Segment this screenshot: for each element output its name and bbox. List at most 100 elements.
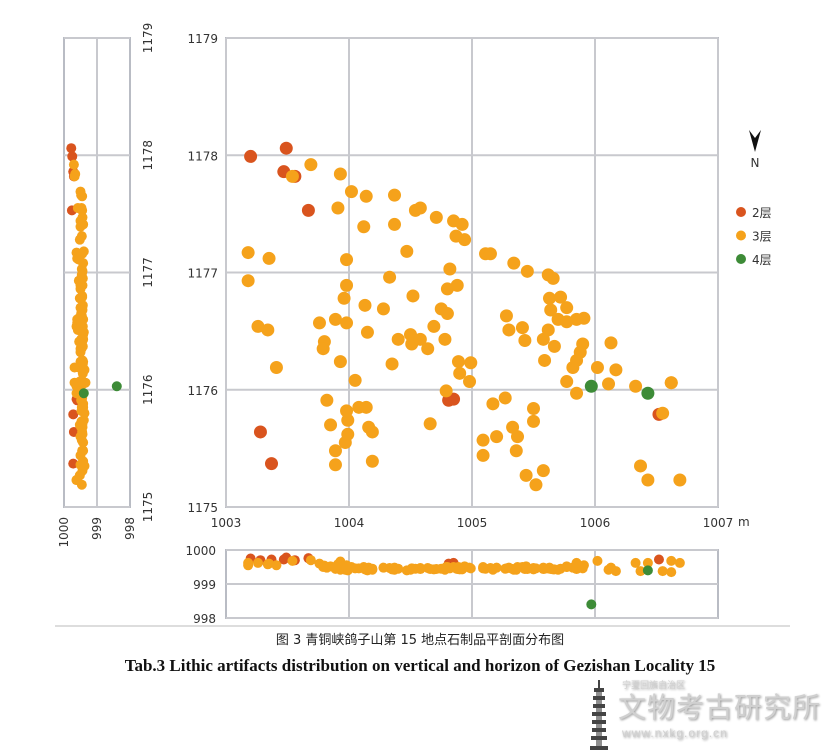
- data-point-front: [350, 563, 361, 574]
- z-tick-label: 998: [193, 612, 216, 626]
- data-point-plan: [358, 298, 372, 312]
- data-point-plan: [519, 468, 533, 482]
- data-point-plan: [498, 391, 512, 405]
- data-point-plan: [463, 375, 477, 389]
- data-point-plan: [634, 459, 648, 473]
- data-point-front: [271, 560, 282, 571]
- data-point-plan: [544, 303, 558, 317]
- data-point-plan: [518, 334, 532, 348]
- y-tick-label: 1176: [187, 384, 218, 398]
- data-point-front: [415, 564, 426, 575]
- data-point-front: [511, 564, 522, 575]
- data-point-plan: [348, 373, 362, 387]
- data-point-plan: [365, 425, 379, 439]
- data-point-front: [341, 562, 352, 573]
- data-point-front: [666, 567, 677, 578]
- data-point-front: [610, 566, 621, 577]
- x-tick-label: 1007: [703, 516, 734, 530]
- watermark-url: www.nxkg.org.cn: [622, 726, 728, 740]
- data-point-front: [243, 560, 254, 571]
- y-tick-label: 1177: [187, 267, 218, 281]
- data-point-plan: [570, 312, 584, 326]
- data-point-front: [635, 566, 646, 577]
- data-point-plan: [536, 332, 550, 346]
- data-point-plan: [515, 321, 529, 335]
- data-point-plan: [279, 141, 293, 155]
- data-point-front: [586, 599, 597, 610]
- data-point-plan: [383, 270, 397, 284]
- data-point-front: [378, 562, 389, 573]
- data-point-side: [77, 273, 88, 284]
- data-point-plan: [244, 149, 258, 163]
- data-point-front: [592, 555, 603, 566]
- x-tick-label: 1004: [334, 516, 365, 530]
- y-tick-label: 1178: [187, 149, 218, 163]
- data-point-plan: [265, 457, 279, 471]
- data-point-front: [464, 562, 475, 573]
- data-point-plan: [388, 188, 402, 202]
- data-point-plan: [301, 203, 315, 217]
- data-point-front: [425, 564, 436, 575]
- data-point-front: [549, 564, 560, 575]
- data-point-plan: [340, 404, 354, 418]
- data-point-side: [77, 445, 88, 456]
- data-point-plan: [511, 430, 525, 444]
- legend-marker: [736, 254, 746, 264]
- pagoda-watermark-icon: [590, 680, 608, 750]
- data-point-plan: [566, 360, 580, 374]
- data-point-plan: [629, 379, 643, 393]
- legend-label: 3层: [752, 230, 772, 244]
- data-point-front: [252, 557, 263, 568]
- legend-label: 2层: [752, 206, 772, 220]
- north-arrow-icon: [749, 130, 761, 152]
- legend-label: 4层: [752, 253, 772, 267]
- legend-marker: [736, 230, 746, 241]
- data-point-front: [387, 564, 398, 575]
- data-point-side: [68, 409, 79, 420]
- plan-view-plot: 1003 1004 1005 1006 1007 m 1175 1176 1177 1178 117…: [187, 32, 749, 530]
- data-point-side: [79, 408, 90, 419]
- data-point-plan: [333, 167, 347, 181]
- data-point-plan: [476, 448, 490, 462]
- data-point-plan: [241, 274, 255, 288]
- data-point-side: [111, 381, 122, 392]
- data-point-plan: [304, 158, 318, 172]
- data-point-side: [76, 203, 87, 214]
- data-point-plan: [584, 379, 598, 393]
- data-point-side: [75, 347, 86, 358]
- x-tick-label: 1006: [580, 516, 611, 530]
- data-point-plan: [421, 342, 435, 356]
- data-point-front: [500, 563, 511, 574]
- data-point-plan: [641, 386, 655, 400]
- data-point-plan: [483, 247, 497, 261]
- data-point-plan: [400, 244, 414, 258]
- data-point-front: [530, 563, 541, 574]
- data-point-front: [330, 562, 341, 572]
- data-point-plan: [328, 458, 342, 472]
- data-point-front: [642, 557, 653, 568]
- data-point-side: [76, 248, 87, 259]
- data-point-plan: [320, 393, 334, 407]
- data-point-front: [454, 564, 465, 575]
- data-point-plan: [570, 386, 584, 400]
- data-point-plan: [464, 356, 478, 370]
- data-point-plan: [502, 323, 516, 337]
- data-point-front: [491, 562, 502, 573]
- watermark-org: 文物考古研究所: [618, 691, 822, 724]
- data-point-plan: [538, 353, 552, 367]
- data-point-plan: [450, 278, 464, 292]
- data-point-side: [77, 418, 88, 429]
- data-point-side: [77, 426, 88, 437]
- data-point-plan: [438, 332, 452, 346]
- data-point-plan: [365, 454, 379, 468]
- data-point-plan: [609, 363, 623, 377]
- data-point-front: [603, 564, 614, 575]
- data-point-plan: [269, 360, 283, 374]
- data-point-side: [77, 290, 88, 301]
- x-tick-label: 1005: [457, 516, 488, 530]
- data-point-plan: [476, 433, 490, 447]
- data-point-plan: [331, 201, 345, 215]
- y-tick-label: 1177: [141, 257, 155, 288]
- data-point-side: [76, 337, 87, 348]
